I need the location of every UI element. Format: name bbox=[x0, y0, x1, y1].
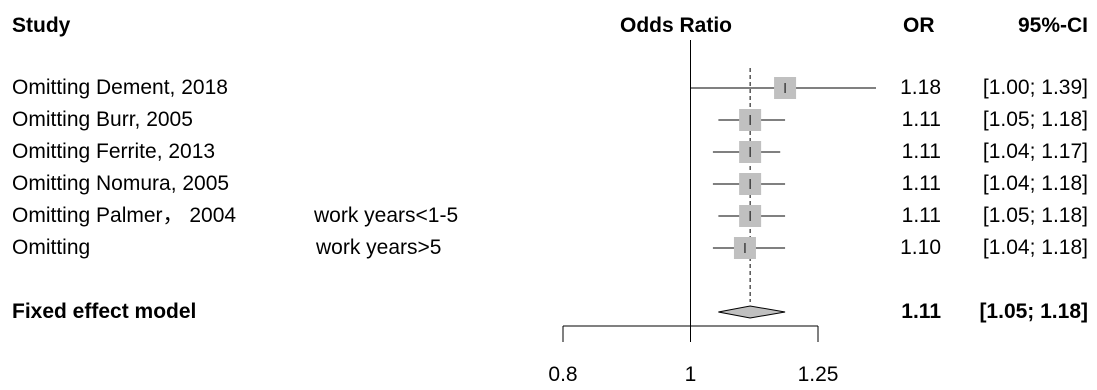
summary-or-value: 1.11 bbox=[901, 300, 941, 323]
or-value: 1.11 bbox=[901, 108, 941, 131]
or-value: 1.18 bbox=[900, 76, 941, 99]
ci-value: [1.04; 1.18] bbox=[982, 172, 1088, 195]
summary-label: Fixed effect model bbox=[12, 300, 197, 323]
study-label: Omitting Nomura, 2005 bbox=[12, 172, 230, 195]
study-note: work years<1-5 bbox=[314, 204, 459, 227]
summary-ci-value: [1.05; 1.18] bbox=[979, 300, 1088, 323]
x-axis-tick-label: 0.8 bbox=[548, 363, 577, 386]
header-ci: 95%-CI bbox=[1017, 14, 1088, 37]
or-value: 1.11 bbox=[901, 204, 941, 227]
study-label: Omitting Ferrite, 2013 bbox=[12, 140, 216, 163]
or-value: 1.11 bbox=[901, 172, 941, 195]
x-axis-tick-label: 1.25 bbox=[798, 363, 839, 386]
header-odds-ratio: Odds Ratio bbox=[620, 14, 733, 37]
or-value: 1.10 bbox=[900, 236, 941, 259]
study-label: Omitting Palmer， 2004 bbox=[12, 204, 237, 227]
ci-value: [1.05; 1.18] bbox=[982, 108, 1088, 131]
header-study: Study bbox=[12, 14, 71, 37]
ci-value: [1.04; 1.18] bbox=[982, 236, 1088, 259]
ci-value: [1.04; 1.17] bbox=[982, 140, 1088, 163]
ci-value: [1.00; 1.39] bbox=[982, 76, 1088, 99]
x-axis-tick-label: 1 bbox=[685, 363, 697, 386]
study-label: Omitting bbox=[12, 236, 91, 259]
study-label: Omitting Burr, 2005 bbox=[12, 108, 193, 131]
header-or: OR bbox=[903, 14, 935, 37]
study-label: Omitting Dement, 2018 bbox=[12, 76, 228, 99]
ci-value: [1.05; 1.18] bbox=[982, 204, 1088, 227]
study-note: work years>5 bbox=[316, 236, 442, 259]
or-value: 1.11 bbox=[901, 140, 941, 163]
summary-diamond bbox=[718, 305, 786, 319]
